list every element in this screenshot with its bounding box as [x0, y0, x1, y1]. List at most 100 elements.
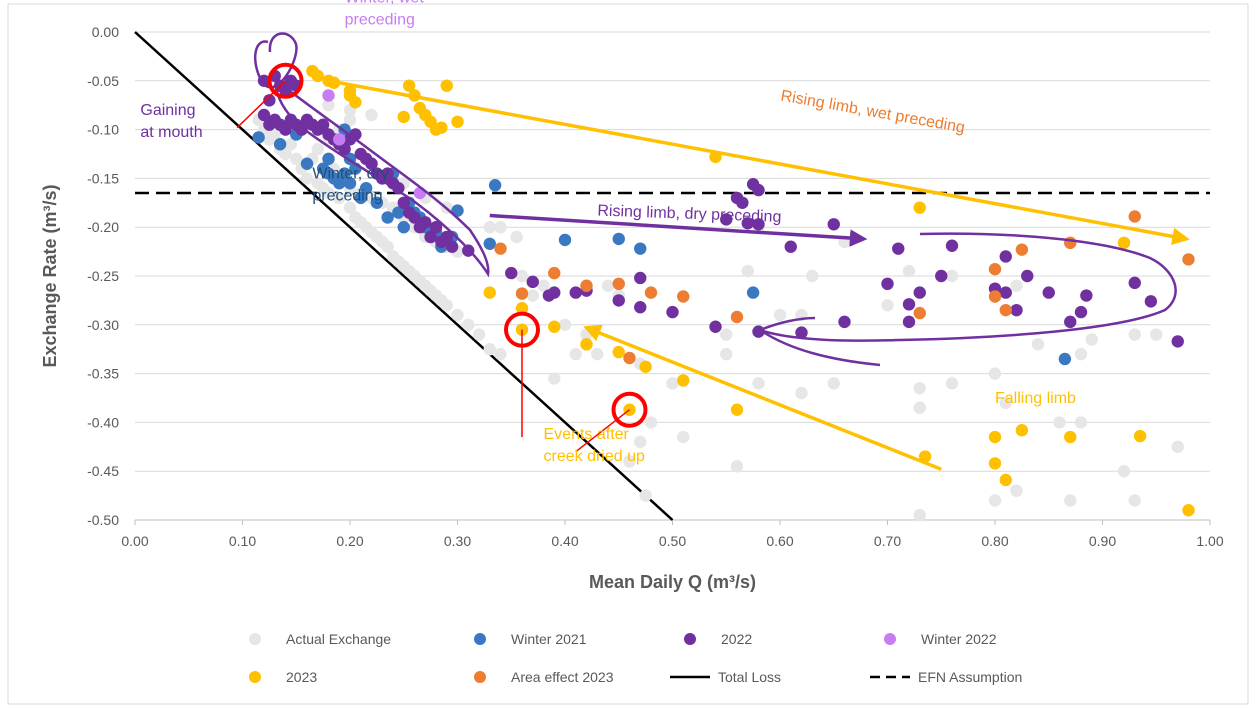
data-point-actual — [290, 152, 303, 166]
data-point-actual — [515, 269, 529, 283]
legend-entry-winter2021: Winter 2021 — [474, 631, 587, 647]
data-point-y2023 — [677, 374, 690, 387]
x-tick-label: 0.40 — [551, 533, 578, 549]
data-point-y2022 — [999, 250, 1012, 263]
data-point-actual — [343, 201, 357, 214]
y-tick-label: -0.20 — [87, 219, 119, 235]
legend-label: Actual Exchange — [286, 631, 391, 647]
data-point-y2022 — [419, 216, 432, 229]
data-point-y2022 — [795, 326, 808, 339]
data-point-y2022 — [902, 298, 916, 311]
legend-marker — [474, 633, 486, 645]
annotation-label: Winter, wet preceding — [345, 0, 425, 29]
trend-arrow — [489, 213, 868, 247]
data-point-winter2022 — [333, 133, 346, 146]
x-tick-label: 0.50 — [659, 533, 686, 549]
legend-entry-actual: Actual Exchange — [249, 631, 391, 647]
data-point-y2023 — [1133, 429, 1147, 443]
data-point-y2022 — [902, 315, 916, 329]
data-point-y2022 — [838, 315, 851, 329]
y-tick-label: -0.30 — [87, 317, 119, 333]
data-point-y2022 — [999, 286, 1012, 299]
data-point-y2023 — [918, 450, 932, 463]
data-point-actual — [462, 318, 475, 331]
x-tick-label: 0.00 — [121, 533, 148, 549]
data-point-y2022 — [397, 196, 410, 209]
data-point-area2023 — [999, 303, 1012, 317]
legend-entry-y2023: 2023 — [249, 669, 317, 685]
y-tick-label: -0.40 — [87, 414, 119, 430]
series-y2023 — [306, 64, 1195, 517]
data-point-y2023 — [999, 473, 1012, 487]
data-point-actual — [494, 347, 507, 361]
data-point-y2023 — [515, 302, 529, 315]
annotation-line: Winter, dry — [312, 165, 388, 182]
reference-lines — [134, 31, 1210, 521]
data-point-y2023 — [988, 457, 1002, 470]
x-tick-label: 1.00 — [1196, 533, 1223, 549]
data-point-y2022 — [709, 320, 722, 333]
data-point-actual — [1150, 328, 1163, 341]
x-tick-label: 0.60 — [766, 533, 793, 549]
legend: Actual Exchange Winter 2021 2022 Winter 202… — [249, 631, 1022, 685]
data-point-actual — [1128, 494, 1141, 507]
data-point-y2022 — [338, 142, 351, 156]
legend-marker — [474, 671, 486, 683]
legend-label: Winter 2021 — [511, 631, 587, 647]
annotation-line: Falling limb — [995, 390, 1076, 407]
data-point-actual — [365, 108, 378, 122]
data-point-area2023 — [494, 242, 507, 255]
data-point-area2023 — [580, 279, 593, 292]
data-point-actual — [945, 377, 959, 390]
data-point-y2022 — [1064, 315, 1077, 329]
data-point-actual — [1074, 347, 1088, 361]
data-point-y2022 — [1128, 276, 1141, 290]
data-point-actual — [322, 99, 335, 112]
data-point-actual — [902, 264, 916, 278]
data-point-winter2021 — [338, 167, 351, 180]
data-point-actual — [999, 396, 1012, 410]
data-point-actual — [1010, 484, 1023, 497]
legend-label: 2023 — [286, 669, 317, 685]
y-tick-labels: 0.00 -0.05 -0.10 -0.15 -0.20 -0.25 -0.30 -0.35 -… — [87, 24, 119, 528]
data-point-y2022 — [741, 217, 754, 230]
data-point-y2022 — [445, 240, 459, 253]
data-point-y2023 — [580, 338, 593, 351]
data-point-actual — [343, 113, 357, 127]
data-point-y2022 — [752, 183, 765, 197]
data-point-y2022 — [892, 242, 905, 255]
legend-entry-y2022: 2022 — [684, 631, 752, 647]
data-point-y2022 — [429, 221, 443, 234]
data-point-area2023 — [1015, 243, 1029, 256]
data-point-area2023 — [1128, 210, 1141, 223]
data-point-y2023 — [435, 121, 448, 134]
data-point-actual — [1085, 333, 1098, 346]
data-point-winter2021 — [392, 206, 405, 219]
data-point-actual — [494, 221, 507, 234]
data-point-actual — [913, 382, 926, 395]
data-point-actual — [1010, 279, 1023, 292]
data-point-area2023 — [612, 277, 625, 291]
loop-rising-limb — [757, 232, 1177, 367]
data-point-y2022 — [257, 108, 271, 122]
x-tick-label: 0.80 — [981, 533, 1008, 549]
data-point-y2023 — [639, 360, 652, 373]
y-tick-label: -0.35 — [87, 366, 119, 382]
legend-entry-efn: EFN Assumption — [870, 669, 1022, 685]
data-point-actual — [440, 299, 453, 312]
x-tick-label: 0.20 — [336, 533, 363, 549]
data-point-winter2022 — [322, 89, 335, 102]
data-point-actual — [322, 186, 335, 200]
data-point-actual — [268, 128, 281, 141]
annotation-line: preceding — [312, 187, 382, 204]
data-point-y2022 — [1144, 295, 1158, 308]
data-point-actual — [451, 308, 464, 322]
data-point-y2023 — [327, 76, 341, 89]
data-point-y2022 — [365, 157, 378, 170]
data-point-winter2021 — [746, 286, 760, 299]
data-point-winter2021 — [322, 152, 335, 166]
y-tick-label: 0.00 — [92, 24, 119, 40]
data-point-actual — [311, 142, 324, 156]
